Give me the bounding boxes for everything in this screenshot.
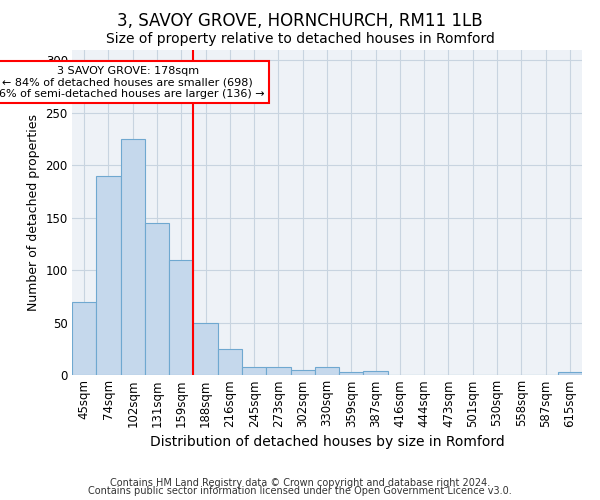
Text: Contains HM Land Registry data © Crown copyright and database right 2024.: Contains HM Land Registry data © Crown c…: [110, 478, 490, 488]
Bar: [315, 366, 339, 375]
Bar: [96, 176, 121, 375]
Text: 3 SAVOY GROVE: 178sqm
← 84% of detached houses are smaller (698)
16% of semi-det: 3 SAVOY GROVE: 178sqm ← 84% of detached …: [0, 66, 264, 99]
Y-axis label: Number of detached properties: Number of detached properties: [27, 114, 40, 311]
Bar: [558, 372, 582, 375]
Bar: [145, 223, 169, 375]
Bar: [242, 366, 266, 375]
Bar: [72, 302, 96, 375]
Text: Size of property relative to detached houses in Romford: Size of property relative to detached ho…: [106, 32, 494, 46]
Text: Contains public sector information licensed under the Open Government Licence v3: Contains public sector information licen…: [88, 486, 512, 496]
Bar: [169, 260, 193, 375]
Bar: [218, 349, 242, 375]
X-axis label: Distribution of detached houses by size in Romford: Distribution of detached houses by size …: [149, 435, 505, 449]
Bar: [193, 322, 218, 375]
Bar: [266, 366, 290, 375]
Bar: [121, 139, 145, 375]
Text: 3, SAVOY GROVE, HORNCHURCH, RM11 1LB: 3, SAVOY GROVE, HORNCHURCH, RM11 1LB: [117, 12, 483, 30]
Bar: [339, 372, 364, 375]
Bar: [290, 370, 315, 375]
Bar: [364, 371, 388, 375]
